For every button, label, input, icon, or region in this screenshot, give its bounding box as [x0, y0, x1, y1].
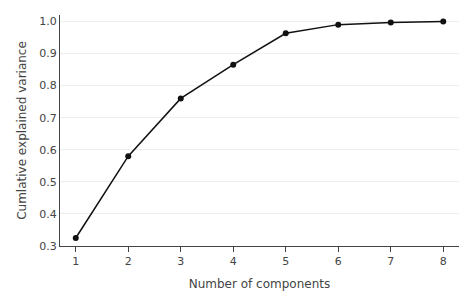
- svg-text:0.3: 0.3: [39, 240, 57, 253]
- svg-text:0.7: 0.7: [39, 112, 57, 125]
- svg-text:6: 6: [335, 255, 342, 268]
- svg-text:4: 4: [230, 255, 237, 268]
- svg-text:0.4: 0.4: [39, 208, 57, 221]
- svg-text:2: 2: [125, 255, 132, 268]
- svg-text:5: 5: [282, 255, 289, 268]
- svg-text:Number of components: Number of components: [189, 277, 331, 291]
- svg-text:0.6: 0.6: [39, 144, 57, 157]
- svg-text:1.0: 1.0: [39, 15, 57, 28]
- svg-text:3: 3: [177, 255, 184, 268]
- svg-text:0.5: 0.5: [39, 176, 57, 189]
- svg-text:7: 7: [387, 255, 394, 268]
- svg-text:8: 8: [440, 255, 447, 268]
- svg-text:Cumlative explained variance: Cumlative explained variance: [15, 41, 29, 220]
- svg-text:0.8: 0.8: [39, 79, 57, 92]
- svg-text:0.9: 0.9: [39, 47, 57, 60]
- svg-text:1: 1: [72, 255, 79, 268]
